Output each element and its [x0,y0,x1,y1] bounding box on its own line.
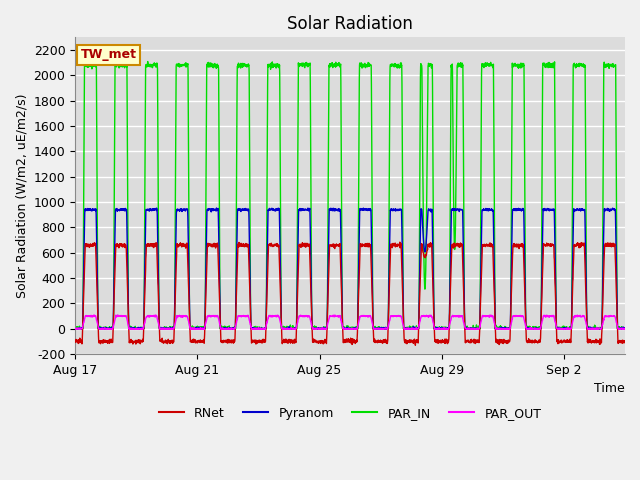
Pyranom [271,206,278,212]
RNet [412,342,419,348]
Pyranom [193,325,201,331]
Pyranom [550,206,558,212]
Pyranom [621,325,629,331]
RNet [157,338,165,344]
PAR_OUT [368,318,376,324]
Line: RNet: RNet [75,242,625,345]
PAR_OUT [621,326,629,332]
PAR_IN [271,63,279,69]
RNet [125,314,132,320]
Pyranom [368,240,376,246]
PAR_OUT [71,325,79,331]
Pyranom [212,205,220,211]
PAR_IN [71,326,79,332]
PAR_OUT [114,312,122,318]
PAR_IN [158,326,166,332]
PAR_IN [368,154,376,159]
PAR_OUT [158,326,166,332]
PAR_IN [193,324,201,329]
PAR_IN [550,63,558,69]
PAR_OUT [550,315,558,321]
PAR_IN [144,59,152,64]
PAR_IN [72,326,80,332]
Pyranom [71,326,79,332]
X-axis label: Time: Time [595,383,625,396]
RNet [71,339,79,345]
Line: PAR_OUT: PAR_OUT [75,315,625,329]
PAR_IN [125,325,132,331]
Pyranom [125,306,132,312]
PAR_OUT [125,324,132,330]
PAR_OUT [76,326,84,332]
RNet [550,256,558,262]
Line: PAR_IN: PAR_IN [75,61,625,329]
PAR_OUT [193,325,201,331]
Pyranom [157,324,165,330]
RNet [367,269,375,275]
Line: Pyranom: Pyranom [75,208,625,329]
RNet [271,241,278,247]
RNet [193,338,201,344]
Y-axis label: Solar Radiation (W/m2, uE/m2/s): Solar Radiation (W/m2, uE/m2/s) [15,94,28,298]
Legend: RNet, Pyranom, PAR_IN, PAR_OUT: RNet, Pyranom, PAR_IN, PAR_OUT [154,402,547,424]
PAR_IN [621,326,629,332]
RNet [396,239,404,245]
RNet [621,338,629,344]
PAR_OUT [271,313,279,319]
Text: TW_met: TW_met [81,48,137,61]
Title: Solar Radiation: Solar Radiation [287,15,413,33]
